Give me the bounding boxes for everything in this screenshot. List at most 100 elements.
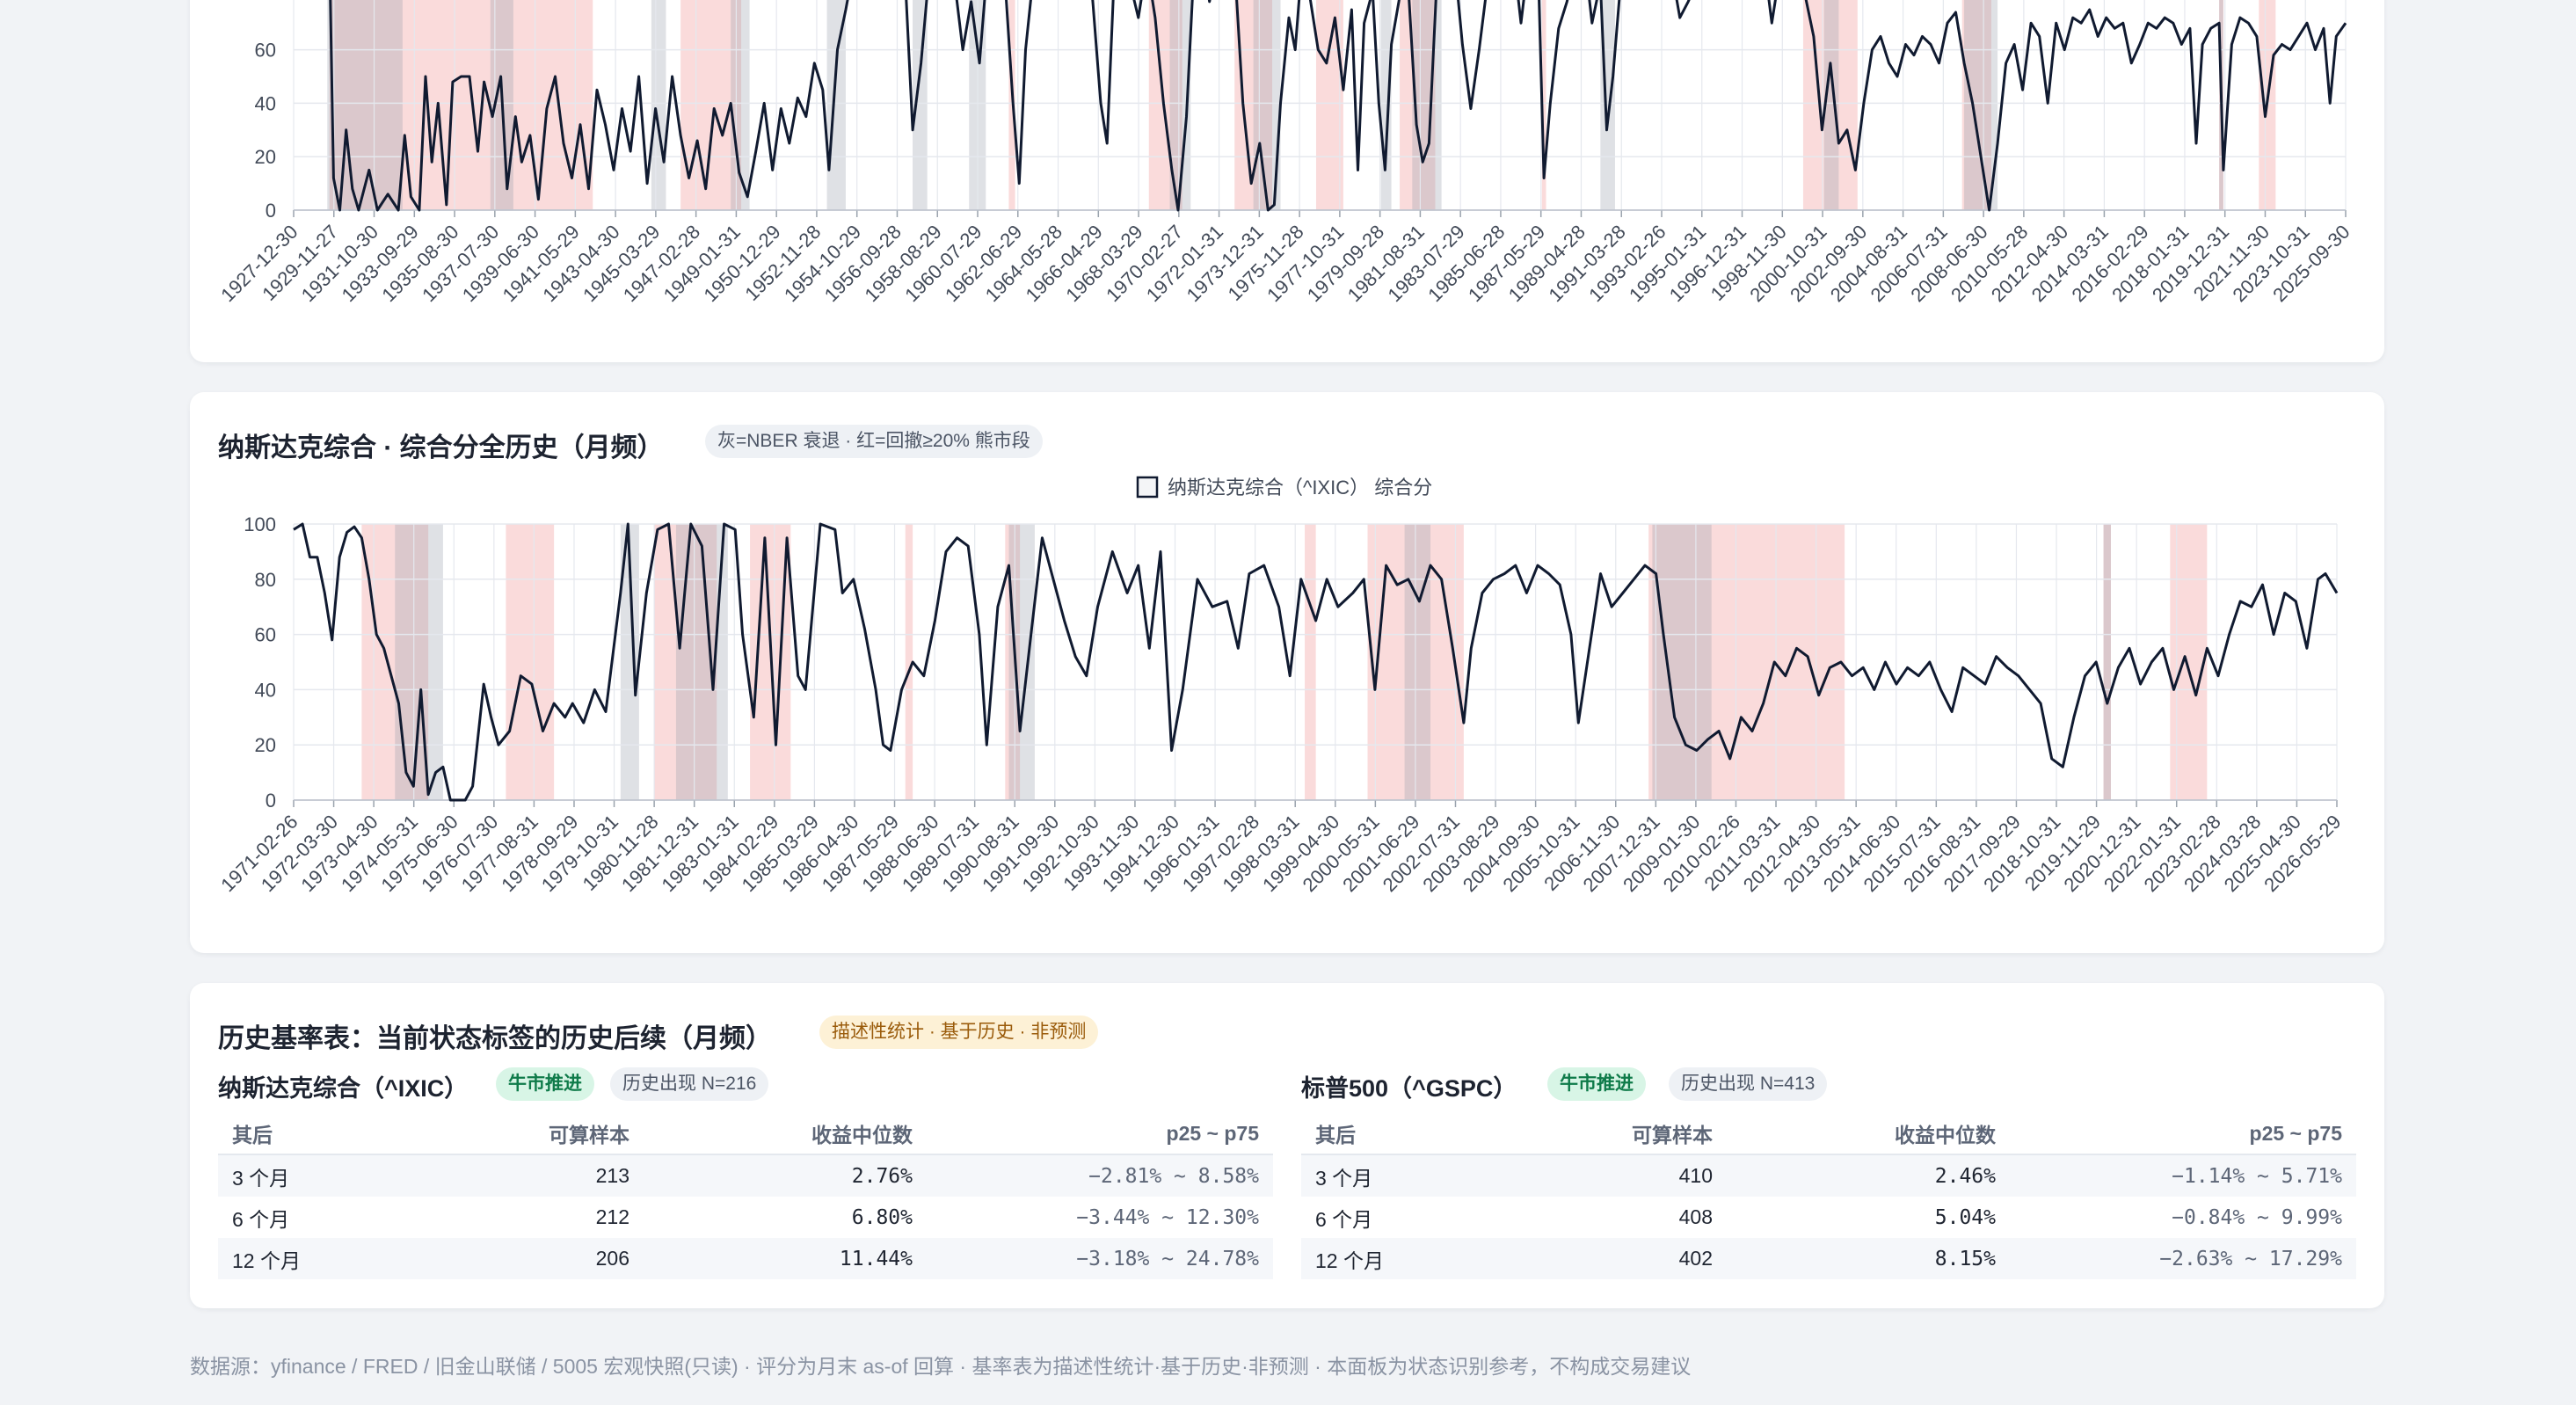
nber-recession-span — [2103, 524, 2111, 800]
table-row: 3 个月 213 2.76% −2.81% ~ 8.58% — [218, 1154, 1273, 1197]
bear-market-span — [1541, 0, 1546, 210]
range-cell: −2.81% ~ 8.58% — [927, 1154, 1273, 1197]
y-tick-label: 20 — [255, 734, 276, 756]
table-row: 12 个月 402 8.15% −2.63% ~ 17.29% — [1301, 1238, 2356, 1279]
ixic-chart-title: 纳斯达克综合 · 综合分全历史（月频） — [218, 433, 664, 462]
bear-market-span — [2170, 524, 2208, 800]
y-tick-label: 0 — [266, 790, 276, 812]
median-cell: 5.04% — [1934, 1205, 1996, 1229]
nber-recession-span — [620, 524, 639, 800]
bear-market-span — [506, 524, 555, 800]
col-range: p25 ~ p75 — [2010, 1113, 2356, 1155]
bear-market-span — [1005, 524, 1021, 800]
bear-market-span — [1315, 0, 1343, 210]
col-samples: 可算样本 — [422, 1113, 644, 1155]
bear-market-span — [653, 524, 717, 800]
bear-market-span — [1648, 524, 1845, 800]
ixic-table-title: 纳斯达克综合（^IXIC） — [218, 1075, 469, 1102]
y-tick-label: 60 — [255, 624, 276, 646]
y-tick-label: 100 — [244, 513, 276, 535]
y-tick-label: 80 — [255, 569, 276, 591]
col-median: 收益中位数 — [644, 1113, 927, 1155]
period-cell: 6 个月 — [232, 1207, 290, 1231]
nber-recession-span — [1964, 0, 1998, 210]
legend-label: 纳斯达克综合（^IXIC） 综合分 — [1168, 477, 1432, 499]
range-cell: −1.14% ~ 5.71% — [2010, 1154, 2356, 1197]
base-rate-title: 历史基率表：当前状态标签的历史后续（月频） — [218, 1024, 772, 1053]
median-cell: 11.44% — [644, 1238, 927, 1279]
table-row: 6 个月 408 5.04% −0.84% ~ 9.99% — [1301, 1197, 2356, 1238]
y-tick-label: 20 — [255, 146, 276, 168]
range-cell: −0.84% ~ 9.99% — [2172, 1205, 2342, 1229]
y-tick-label: 40 — [255, 679, 276, 701]
bear-market-span — [1961, 0, 1991, 210]
period-cell: 12 个月 — [218, 1238, 422, 1279]
gspc-state-badge: 牛市推进 — [1547, 1067, 1646, 1101]
nber-recession-span — [826, 0, 846, 210]
col-median: 收益中位数 — [1727, 1113, 2010, 1155]
nber-recession-span — [675, 524, 728, 800]
gspc-table-title: 标普500（^GSPC） — [1301, 1075, 1517, 1102]
bear-market-span — [1305, 524, 1316, 800]
range-cell: −3.18% ~ 24.78% — [927, 1238, 1273, 1279]
period-cell: 3 个月 — [1301, 1154, 1505, 1197]
nber-recession-span — [327, 0, 403, 210]
nber-recession-span — [651, 0, 666, 210]
median-cell: 2.46% — [1727, 1154, 2010, 1197]
bear-market-span — [1148, 0, 1182, 210]
samples-cell: 212 — [595, 1205, 629, 1228]
median-cell: 6.80% — [851, 1205, 913, 1229]
gspc-count-badge: 历史出现 N=413 — [1669, 1067, 1828, 1101]
period-cell: 12 个月 — [1301, 1238, 1505, 1279]
base-rate-card: 历史基率表：当前状态标签的历史后续（月频） 描述性统计 · 基于历史 · 非预测… — [190, 983, 2384, 1308]
ixic-state-badge: 牛市推进 — [496, 1067, 594, 1101]
median-cell: 8.15% — [1727, 1238, 2010, 1279]
median-cell: 2.76% — [644, 1154, 927, 1197]
samples-cell: 408 — [1678, 1205, 1713, 1228]
period-cell: 6 个月 — [1315, 1207, 1373, 1231]
col-period: 其后 — [1301, 1113, 1505, 1155]
table-row: 12 个月 206 11.44% −3.18% ~ 24.78% — [218, 1238, 1273, 1279]
range-cell: −3.44% ~ 12.30% — [1076, 1205, 1259, 1229]
samples-cell: 213 — [422, 1154, 644, 1197]
nber-recession-span — [731, 0, 750, 210]
base-rate-disclaimer-tag: 描述性统计 · 基于历史 · 非预测 — [819, 1016, 1099, 1049]
y-tick-label: 40 — [255, 92, 276, 114]
nber-recession-span — [1169, 0, 1191, 210]
score-series-line — [293, 522, 2339, 802]
col-samples: 可算样本 — [1505, 1113, 1727, 1155]
nber-recession-span — [1823, 0, 1839, 210]
ixic-score-chart-card: 纳斯达克综合 · 综合分全历史（月频） 灰=NBER 衰退 · 红=回撤≥20%… — [190, 392, 2384, 953]
nber-recession-span — [1380, 0, 1392, 210]
col-period: 其后 — [218, 1113, 422, 1155]
samples-cell: 402 — [1505, 1238, 1727, 1279]
samples-cell: 410 — [1505, 1154, 1727, 1197]
footer-disclaimer: 数据源：yfinance / FRED / 旧金山联储 / 5005 宏观快照(… — [190, 1355, 1692, 1378]
nber-recession-span — [1404, 524, 1431, 800]
ixic-chart-legend-tag: 灰=NBER 衰退 · 红=回撤≥20% 熊市段 — [705, 425, 1043, 458]
ixic-score-chart: 0204060801001971-02-261972-03-301973-04-… — [216, 476, 2346, 896]
nber-recession-span — [1412, 0, 1442, 210]
score-series-line — [329, 0, 2347, 212]
table-row: 3 个月 410 2.46% −1.14% ~ 5.71% — [1301, 1154, 2356, 1197]
ixic-count-badge: 历史出现 N=216 — [610, 1067, 769, 1101]
gspc-score-chart-card: 0 20 40 60 1927-12-30 1929-11-27 1931-10-30 193… — [190, 0, 2384, 362]
gspc-score-chart: 02040601927-12-301929-11-271931-10-30193… — [216, 0, 2354, 306]
nber-recession-span — [913, 0, 928, 210]
y-tick-label: 60 — [255, 40, 276, 62]
gspc-base-rate-table: 其后 可算样本 收益中位数 p25 ~ p75 3 个月 410 2.46% −… — [1301, 1113, 2356, 1279]
range-cell: −2.63% ~ 17.29% — [2010, 1238, 2356, 1279]
bear-market-span — [1400, 0, 1436, 210]
legend-swatch — [1136, 476, 1159, 499]
y-tick-label: 0 — [266, 200, 276, 222]
nber-recession-span — [395, 524, 443, 800]
bear-market-span — [905, 524, 913, 800]
samples-cell: 206 — [422, 1238, 644, 1279]
nber-recession-span — [1008, 524, 1035, 800]
table-row: 6 个月 212 6.80% −3.44% ~ 12.30% — [218, 1197, 1273, 1238]
bear-market-span — [2103, 524, 2111, 800]
nber-recession-span — [1652, 524, 1712, 800]
col-range: p25 ~ p75 — [927, 1113, 1273, 1155]
period-cell: 3 个月 — [218, 1154, 422, 1197]
ixic-base-rate-table: 其后 可算样本 收益中位数 p25 ~ p75 3 个月 213 2.76% −… — [218, 1113, 1273, 1279]
